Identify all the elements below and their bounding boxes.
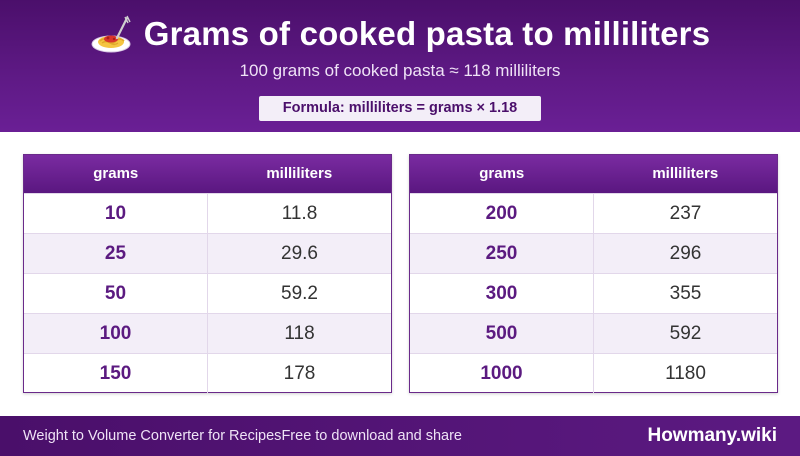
footer-share-note: Free to download and share: [281, 428, 463, 444]
milliliters-cell: 118: [284, 323, 315, 344]
footer-bar: Weight to Volume Converter for RecipesFr…: [0, 416, 800, 456]
column-header-milliliters: milliliters: [266, 165, 333, 182]
table-row: 25 29.6: [24, 233, 391, 273]
milliliters-cell: 59.2: [281, 283, 318, 304]
table-row: 1000 1180: [410, 353, 777, 393]
grams-cell: 300: [410, 274, 594, 313]
milliliters-cell: 355: [669, 283, 702, 304]
milliliters-cell: 1180: [665, 363, 706, 384]
subtitle: 100 grams of cooked pasta ≈ 118 millilit…: [239, 61, 561, 80]
column-header-grams: grams: [93, 165, 139, 182]
conversion-table-left: grams milliliters 10 11.8 25 29.6 50 59.…: [23, 154, 392, 393]
milliliters-cell: 29.6: [281, 243, 318, 264]
table-header: grams milliliters: [410, 155, 777, 193]
header-banner: Grams of cooked pasta to milliliters 100…: [0, 0, 800, 132]
milliliters-cell: 592: [669, 323, 702, 344]
grams-cell: 10: [24, 194, 208, 233]
footer-tool-name: Weight to Volume Converter for Recipes: [23, 428, 282, 444]
table-row: 10 11.8: [24, 193, 391, 233]
milliliters-cell: 178: [283, 363, 316, 384]
milliliters-cell: 11.8: [281, 203, 318, 224]
milliliters-cell: 237: [669, 203, 702, 224]
table-row: 250 296: [410, 233, 777, 273]
column-header-grams: grams: [479, 165, 525, 182]
table-row: 50 59.2: [24, 273, 391, 313]
formula-badge: Formula: milliliters = grams × 1.18: [259, 96, 541, 121]
grams-cell: 1000: [410, 354, 594, 393]
grams-cell: 150: [24, 354, 208, 393]
table-row: 500 592: [410, 313, 777, 353]
conversion-table-right: grams milliliters 200 237 250 296 300 35…: [409, 154, 778, 393]
table-row: 200 237: [410, 193, 777, 233]
table-row: 150 178: [24, 353, 391, 393]
grams-cell: 50: [24, 274, 208, 313]
page-title: Grams of cooked pasta to milliliters: [0, 14, 800, 54]
table-row: 100 118: [24, 313, 391, 353]
title-text: Grams of cooked pasta to milliliters: [143, 15, 711, 52]
grams-cell: 250: [410, 234, 594, 273]
table-header: grams milliliters: [24, 155, 391, 193]
brand-logo-text[interactable]: Howmany.wiki: [647, 425, 777, 446]
spaghetti-plate-icon: [91, 15, 131, 53]
column-header-milliliters: milliliters: [652, 165, 719, 182]
grams-cell: 500: [410, 314, 594, 353]
footer-caption: Weight to Volume Converter for RecipesFr…: [23, 416, 462, 456]
grams-cell: 100: [24, 314, 208, 353]
table-row: 300 355: [410, 273, 777, 313]
grams-cell: 200: [410, 194, 594, 233]
milliliters-cell: 296: [669, 243, 702, 264]
grams-cell: 25: [24, 234, 208, 273]
